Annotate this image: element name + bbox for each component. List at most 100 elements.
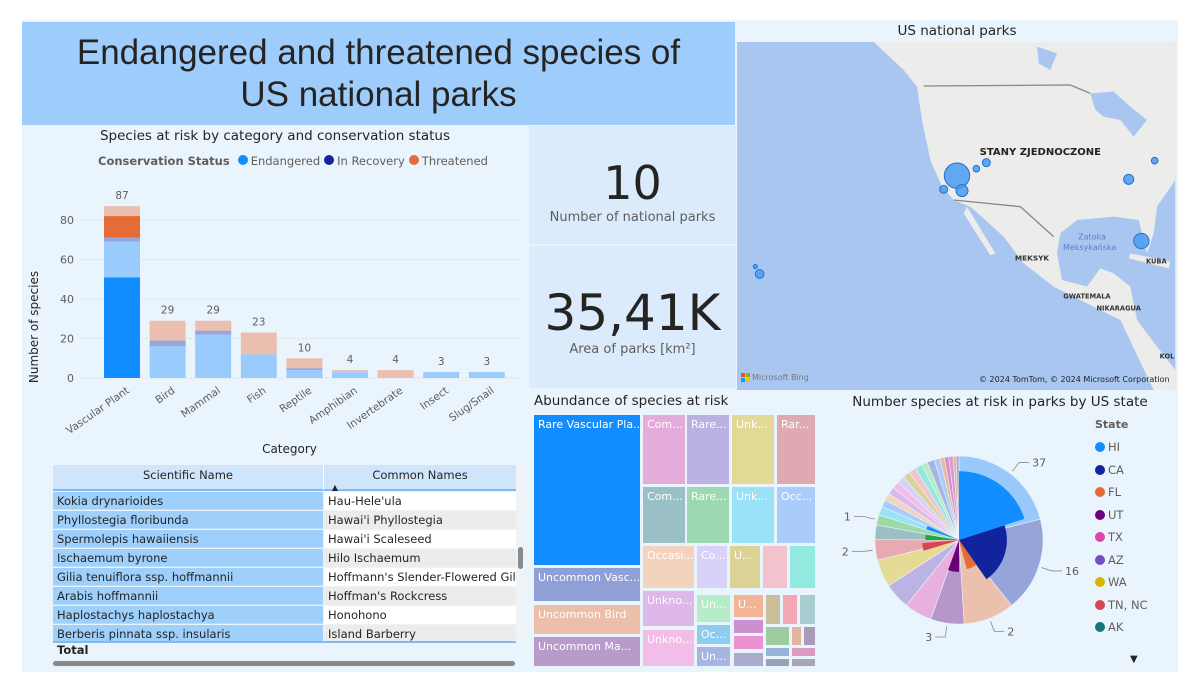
- pie-slice[interactable]: [955, 455, 960, 541]
- treemap-tile[interactable]: [791, 626, 802, 646]
- bar-segment-endangered[interactable]: [468, 372, 505, 378]
- park-bubble[interactable]: [972, 164, 981, 173]
- column-header-scientific-name[interactable]: Scientific Name: [53, 465, 324, 491]
- legend-item[interactable]: FL: [1095, 481, 1148, 504]
- park-bubble[interactable]: [1150, 156, 1159, 165]
- bar-segment-threatened[interactable]: [104, 216, 140, 238]
- pie-slice-highlighted[interactable]: [959, 471, 1025, 540]
- horizontal-scrollbar[interactable]: [53, 661, 515, 666]
- park-bubble[interactable]: [752, 264, 758, 270]
- park-bubble[interactable]: [981, 158, 991, 168]
- treemap-tile[interactable]: [765, 594, 781, 625]
- map[interactable]: STANY ZJEDNOCZONE Zatoka Meksykańska MEK…: [737, 20, 1177, 390]
- treemap-tile[interactable]: [791, 658, 816, 667]
- map-panel[interactable]: STANY ZJEDNOCZONE Zatoka Meksykańska MEK…: [737, 20, 1177, 390]
- legend-item[interactable]: UT: [1095, 504, 1148, 527]
- bar-segment-in-recovery[interactable]: [104, 237, 140, 242]
- bar-segment-threatened[interactable]: [332, 370, 368, 373]
- treemap-tile[interactable]: Co...: [696, 545, 728, 589]
- treemap-tile[interactable]: [733, 652, 764, 667]
- treemap-tile[interactable]: Un...: [696, 646, 731, 667]
- treemap-tile[interactable]: U...: [733, 594, 764, 618]
- treemap-tile[interactable]: [782, 594, 798, 625]
- treemap-tile[interactable]: Rare...: [686, 414, 730, 485]
- treemap-tile[interactable]: [799, 594, 816, 625]
- pie-slice-highlighted[interactable]: [925, 534, 959, 540]
- treemap-tile[interactable]: [765, 626, 790, 646]
- table-row[interactable]: Arabis hoffmannii Hoffman's Rockcress: [53, 587, 516, 606]
- bar-segment-endangered[interactable]: [423, 372, 460, 378]
- pie-slice-highlighted[interactable]: [959, 540, 977, 570]
- treemap-tile[interactable]: Uncommon Ma...: [533, 636, 641, 667]
- treemap-tile[interactable]: [789, 545, 816, 589]
- treemap-tile[interactable]: [765, 658, 790, 667]
- bar-segment-threatened[interactable]: [104, 206, 140, 217]
- legend-item[interactable]: HI: [1095, 436, 1148, 459]
- park-bubble[interactable]: [955, 184, 969, 198]
- treemap-tile[interactable]: Oc...: [696, 624, 731, 645]
- legend-item[interactable]: CA: [1095, 459, 1148, 482]
- bar-segment-threatened[interactable]: [149, 320, 186, 341]
- treemap-tile[interactable]: Rare Vascular Pla...: [533, 414, 641, 566]
- treemap-tile[interactable]: Occasi...: [642, 545, 695, 589]
- treemap-tile[interactable]: Unk...: [731, 414, 775, 485]
- treemap-tile[interactable]: Com...: [642, 486, 686, 544]
- park-bubble[interactable]: [1123, 173, 1135, 185]
- treemap-tile[interactable]: Rar...: [776, 414, 816, 485]
- treemap-tile[interactable]: Uncommon Bird: [533, 604, 641, 635]
- scrollbar-thumb[interactable]: [518, 547, 523, 569]
- treemap-tile[interactable]: Com...: [642, 414, 686, 485]
- table-row[interactable]: Gilia tenuiflora ssp. hoffmannii Hoffmann…: [53, 568, 516, 587]
- column-header-common-names[interactable]: Common Names ▲: [324, 465, 516, 492]
- treemap-tile[interactable]: U...: [729, 545, 761, 589]
- bar-segment-endangered[interactable]: [104, 277, 140, 378]
- legend-item[interactable]: AK: [1095, 616, 1148, 639]
- treemap-tile[interactable]: Occ...: [776, 486, 816, 544]
- pie-slice-highlighted[interactable]: [948, 540, 959, 572]
- legend-scroll-down-icon[interactable]: ▼: [1130, 654, 1138, 665]
- bar-segment-threatened[interactable]: [377, 370, 414, 378]
- legend-item[interactable]: TX: [1095, 526, 1148, 549]
- bar-segment-in-recovery[interactable]: [149, 340, 186, 347]
- treemap-tile[interactable]: Unkno...: [642, 590, 695, 627]
- treemap-tile[interactable]: Rare...: [686, 486, 730, 544]
- legend-item[interactable]: AZ: [1095, 549, 1148, 572]
- bar-segment-endangered[interactable]: [195, 334, 232, 378]
- treemap-tile[interactable]: Uncommon Vasc...: [533, 567, 641, 602]
- legend-item[interactable]: WA: [1095, 571, 1148, 594]
- legend-threatened[interactable]: Threatened: [408, 154, 488, 168]
- park-bubble[interactable]: [754, 269, 765, 279]
- table-row[interactable]: Kokia drynarioides Hau-Hele'ula: [53, 492, 516, 511]
- bar-segment-in-recovery[interactable]: [286, 368, 323, 371]
- bar-segment-threatened[interactable]: [195, 320, 232, 331]
- park-bubble[interactable]: [939, 184, 949, 194]
- treemap-tile[interactable]: [765, 647, 790, 657]
- park-bubble[interactable]: [1133, 232, 1150, 250]
- table-row[interactable]: Berberis pinnata ssp. insularis Island Ba…: [53, 625, 516, 644]
- legend-endangered[interactable]: Endangered: [237, 154, 320, 168]
- pie-slice-highlighted[interactable]: [922, 540, 959, 551]
- table-row[interactable]: Phyllostegia floribunda Hawai'i Phylloste…: [53, 511, 516, 530]
- table-row[interactable]: Spermolepis hawaiiensis Hawai'i Scaleseed: [53, 530, 516, 549]
- bar-segment-endangered[interactable]: [149, 346, 186, 378]
- table-row[interactable]: Haplostachys haplostachya Honohono: [53, 606, 516, 625]
- treemap-tile[interactable]: Unk...: [731, 486, 775, 544]
- bar-segment-endangered[interactable]: [332, 372, 368, 378]
- legend-in-recovery[interactable]: In Recovery: [324, 154, 405, 168]
- treemap-tile[interactable]: [791, 647, 816, 657]
- bar-segment-threatened[interactable]: [240, 332, 277, 355]
- treemap-tile[interactable]: [803, 626, 816, 646]
- treemap-tile[interactable]: [733, 619, 764, 634]
- bar-segment-in-recovery[interactable]: [195, 330, 232, 335]
- treemap-tile[interactable]: [762, 545, 788, 589]
- treemap-tile[interactable]: Unkno...: [642, 629, 695, 667]
- pie-slice-highlighted[interactable]: [926, 525, 959, 540]
- bar-segment-endangered[interactable]: [286, 370, 323, 378]
- vertical-scrollbar[interactable]: [518, 465, 523, 641]
- bar-segment-endangered[interactable]: [104, 241, 140, 278]
- pie-slice-highlighted[interactable]: [959, 525, 1007, 580]
- legend-item[interactable]: TN, NC: [1095, 594, 1148, 617]
- bar-segment-endangered[interactable]: [240, 354, 277, 378]
- table-row[interactable]: Ischaemum byrone Hilo Ischaemum: [53, 549, 516, 568]
- bar-segment-threatened[interactable]: [286, 358, 323, 369]
